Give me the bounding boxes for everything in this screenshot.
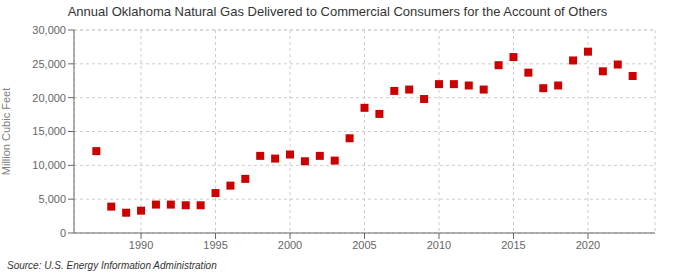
- html-text:Annual Oklahoma Natural Gas De: Annual Oklahoma Natural Gas Delivered to…: [67, 4, 608, 19]
- html-text:Source: U.S. Energy Informatio: Source: U.S. Energy Information Administ…: [7, 260, 217, 271]
- svg-text:2010: 2010: [427, 239, 451, 251]
- svg-text:2020: 2020: [576, 239, 600, 251]
- svg-text:Million Cubic Feet: Million Cubic Feet: [8, 88, 12, 175]
- svg-text:2000: 2000: [278, 239, 302, 251]
- svg-text:20,000: 20,000: [32, 92, 66, 104]
- svg-text:0: 0: [60, 227, 66, 239]
- svg-text:2005: 2005: [352, 239, 376, 251]
- svg-text:15,000: 15,000: [32, 125, 66, 137]
- svg-text:30,000: 30,000: [32, 24, 66, 36]
- svg-text:1995: 1995: [203, 239, 227, 251]
- svg-text:25,000: 25,000: [32, 58, 66, 70]
- svg-text:10,000: 10,000: [32, 159, 66, 171]
- svg-text:1990: 1990: [129, 239, 153, 251]
- svg-text:5,000: 5,000: [38, 193, 66, 205]
- svg-text:2015: 2015: [501, 239, 525, 251]
